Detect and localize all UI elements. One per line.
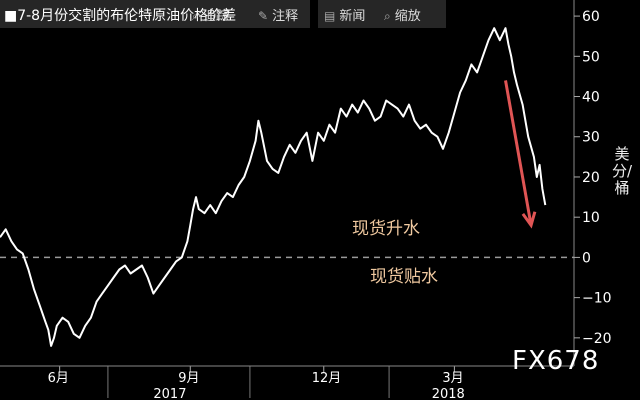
x-tick-label: 9月 xyxy=(178,371,199,386)
note-icon: ✎ xyxy=(258,9,269,23)
y-tick-label: 40 xyxy=(582,90,600,106)
magnify-icon: ⌕ xyxy=(192,9,199,23)
y-tick-label: 10 xyxy=(582,210,600,226)
y-tick-label: 60 xyxy=(582,9,600,25)
downtrend-arrow xyxy=(504,80,537,229)
x-tick-label: 12月 xyxy=(312,371,342,386)
year-label: 2017 xyxy=(153,387,186,400)
y-tick-label: −20 xyxy=(582,331,612,347)
chart-toolbar-right: ▤ 新闻 ⌕ 缩放 xyxy=(318,0,446,28)
y-tick-label: 0 xyxy=(582,250,591,266)
x-tick-label: 6月 xyxy=(48,371,69,386)
y-tick-label: 20 xyxy=(582,170,600,186)
tool-note-label: 注释 xyxy=(272,9,299,24)
y-axis-label: 美分/桶 xyxy=(612,145,633,197)
tool-zoom-button[interactable]: ⌕ 缩放 xyxy=(384,5,421,24)
y-tick-label: 50 xyxy=(582,49,600,65)
x-tick-label: 3月 xyxy=(442,371,463,386)
y-tick-label: −10 xyxy=(582,291,612,307)
y-axis-ticks: −20 −10 0 10 20 30 40 50 60 xyxy=(574,9,612,347)
zoom-icon: ⌕ xyxy=(384,9,391,23)
series-line xyxy=(0,27,547,347)
tool-track-button[interactable]: ⌕ 追踪 xyxy=(192,5,229,24)
chart-title: ■7-8月份交割的布伦特原油价格价差 xyxy=(4,8,237,24)
tool-news-label: 新闻 xyxy=(339,9,366,24)
year-label: 2018 xyxy=(432,387,465,400)
x-axis-ticks: 6月 9月 12月 3月 2017 2018 xyxy=(48,366,465,400)
tool-zoom-label: 缩放 xyxy=(394,9,421,24)
arrow-shaft xyxy=(504,80,533,226)
news-icon: ▤ xyxy=(324,9,336,23)
tool-note-button[interactable]: ✎ 注释 xyxy=(258,5,298,24)
brand-watermark: FX678 xyxy=(512,346,600,376)
tool-track-label: 追踪 xyxy=(202,9,229,24)
chart-toolbar: ■7-8月份交割的布伦特原油价格价差 ⌕ 追踪 ✎ 注释 xyxy=(0,0,310,28)
arrow-head xyxy=(521,211,537,229)
contango-annotation: 现货升水 xyxy=(352,219,420,239)
y-tick-label: 30 xyxy=(582,130,600,146)
backwardation-annotation: 现货贴水 xyxy=(370,267,438,287)
tool-news-button[interactable]: ▤ 新闻 xyxy=(324,5,365,24)
